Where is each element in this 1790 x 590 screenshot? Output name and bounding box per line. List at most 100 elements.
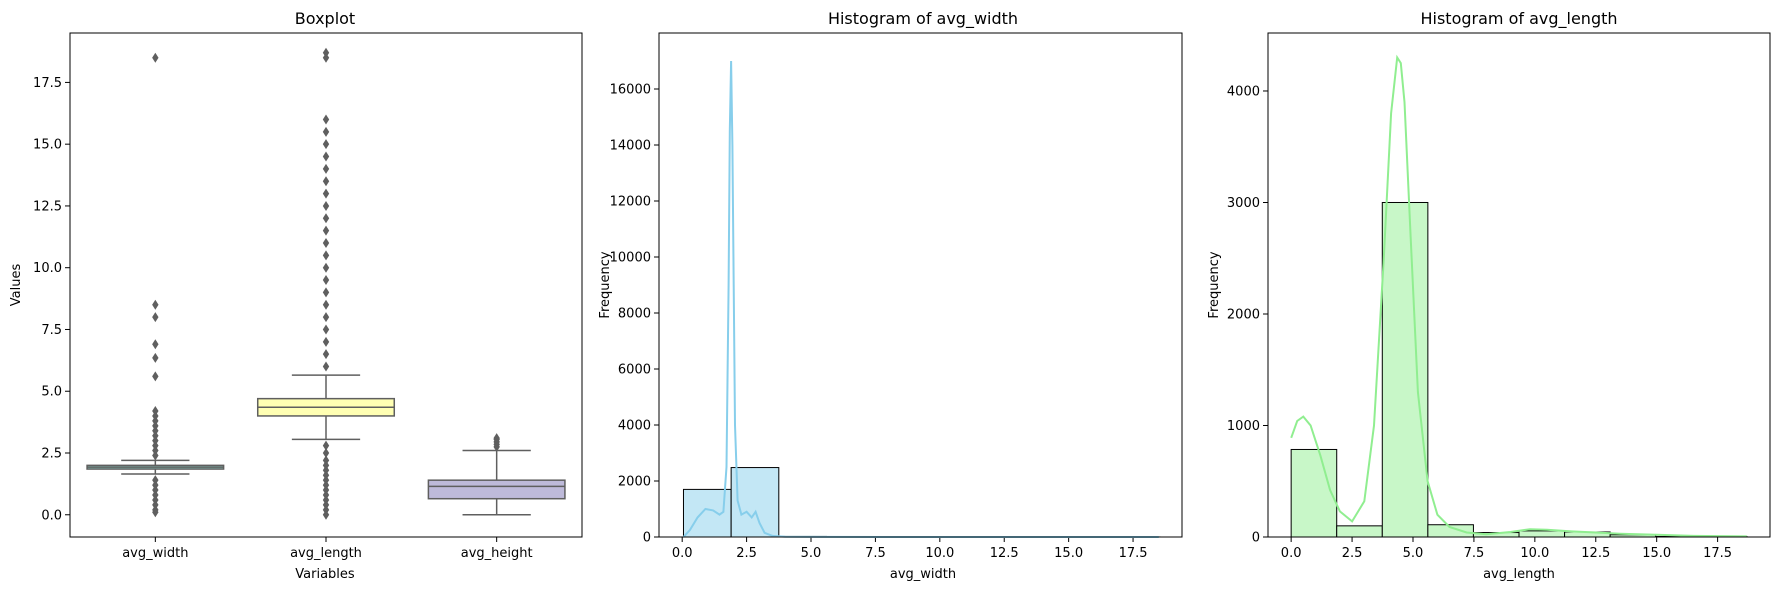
y-tick-label: 16000 (610, 83, 651, 98)
x-axis-label: avg_length (1483, 567, 1555, 582)
outlier-point (322, 238, 330, 248)
y-tick-label: 4000 (1227, 84, 1260, 99)
outlier-point (322, 509, 330, 520)
y-axis-label: Values (9, 264, 24, 307)
outlier-point (322, 275, 330, 286)
outlier-point (322, 250, 330, 261)
outlier-point (322, 176, 330, 187)
kde-line (1290, 54, 1747, 538)
x-tick-label: 10.0 (1520, 546, 1549, 561)
x-tick-label: 5.0 (1403, 546, 1424, 561)
x-axis-label: Variables (295, 567, 355, 582)
y-tick-label: 10.0 (33, 261, 62, 276)
axes-frame (658, 32, 1183, 538)
x-tick-label: avg_height (461, 546, 533, 561)
x-axis-label: avg_width (890, 567, 956, 582)
y-tick-label: 2000 (618, 475, 651, 490)
outlier-point (322, 126, 330, 137)
outlier-point (322, 349, 330, 360)
x-tick-label: 0.0 (672, 546, 693, 561)
axes-frame (1267, 32, 1771, 538)
histogram-avg-length-panel: Histogram of avg_length 0 1000 2000 3000 400… (1207, 9, 1771, 582)
x-tick-label: 15.0 (1642, 546, 1671, 561)
y-axis-label: Frequency (1207, 251, 1222, 318)
outlier-point (322, 163, 330, 174)
x-tick-label: 17.5 (1703, 546, 1732, 561)
axes-frame (69, 32, 583, 538)
x-tick-label: 7.5 (865, 546, 886, 561)
outlier-point (152, 312, 159, 323)
outlier-point (322, 151, 330, 162)
outlier-point (322, 448, 330, 458)
outlier-point (322, 312, 330, 323)
y-tick-label: 14000 (610, 139, 651, 154)
y-tick-label: 0 (643, 531, 651, 546)
histogram-bar (1336, 525, 1383, 538)
outlier-point (493, 433, 500, 444)
box-avg_height (427, 479, 566, 500)
x-tick-label: 15.0 (1054, 546, 1083, 561)
outlier-point (152, 507, 159, 518)
x-tick-label: 17.5 (1119, 546, 1148, 561)
outlier-point (322, 213, 330, 224)
y-tick-label: 10000 (610, 251, 651, 266)
y-tick-label: 0.0 (41, 508, 62, 523)
y-tick-label: 12.5 (33, 199, 62, 214)
y-axis-label: Frequency (598, 251, 613, 318)
outlier-point (322, 336, 330, 347)
outlier-point (152, 450, 159, 461)
x-tick-label: 7.5 (1464, 546, 1485, 561)
y-tick-label: 15.0 (33, 138, 62, 153)
chart-title: Histogram of avg_length (1420, 9, 1617, 29)
histogram-bar (1290, 448, 1338, 538)
histogram-avg-width-panel: Histogram of avg_width 0 2000 4000 6000 8000… (598, 9, 1183, 582)
outlier-point (322, 262, 330, 273)
chart-title: Boxplot (295, 9, 355, 28)
y-tick-label: 7.5 (41, 323, 62, 338)
histogram-bar (1518, 530, 1566, 538)
outlier-point (322, 139, 330, 150)
outlier-point (322, 225, 330, 236)
y-tick-label: 12000 (610, 195, 651, 210)
outlier-point (322, 287, 330, 298)
outlier-point (322, 188, 330, 199)
x-tick-label: 2.5 (1342, 546, 1363, 561)
histogram-bar (1381, 201, 1429, 538)
y-tick-label: 0 (1252, 531, 1260, 546)
x-tick-label: 5.0 (801, 546, 822, 561)
outlier-point (152, 339, 159, 350)
outlier-point (152, 352, 159, 363)
outlier-point (152, 299, 159, 310)
y-tick-label: 2.5 (41, 447, 62, 462)
boxplot-plot-area: 0.0 2.5 5.0 7.5 10.0 12.5 15.0 17.5 avg_width avg… (33, 32, 583, 561)
outlier-point (322, 299, 330, 310)
histogram-avg-length-plot-area: 0 1000 2000 3000 4000 0.0 2.5 5.0 7.5 10.0 12.5 15.… (1227, 32, 1771, 561)
outlier-point (322, 324, 330, 335)
y-tick-label: 5.0 (41, 385, 62, 400)
x-tick-label: 12.5 (990, 546, 1019, 561)
y-tick-label: 17.5 (33, 76, 62, 91)
x-tick-label: avg_width (122, 546, 188, 561)
outlier-point (322, 52, 330, 63)
y-tick-label: 8000 (618, 307, 651, 322)
x-tick-label: 2.5 (736, 546, 757, 561)
outlier-point (322, 440, 330, 451)
outlier-point (322, 114, 330, 125)
outlier-point (322, 361, 330, 372)
x-tick-label: avg_length (290, 546, 362, 561)
y-tick-label: 2000 (1227, 307, 1260, 322)
y-tick-label: 3000 (1227, 196, 1260, 211)
outlier-point (152, 371, 159, 382)
x-tick-label: 0.0 (1281, 546, 1302, 561)
y-tick-label: 1000 (1227, 419, 1260, 434)
outlier-point (322, 200, 330, 211)
y-tick-label: 4000 (618, 419, 651, 434)
y-tick-label: 6000 (618, 363, 651, 378)
outlier-point (152, 52, 159, 63)
histogram-avg-width-plot-area: 0 2000 4000 6000 8000 10000 12000 14000 16000 0.0… (610, 32, 1183, 561)
x-tick-label: 10.0 (925, 546, 954, 561)
boxplot-panel: Boxplot 0.0 2.5 5.0 7.5 10.0 12.5 15.0 17.5 avg_… (9, 9, 583, 582)
x-tick-label: 12.5 (1581, 546, 1610, 561)
chart-title: Histogram of avg_width (828, 9, 1018, 29)
